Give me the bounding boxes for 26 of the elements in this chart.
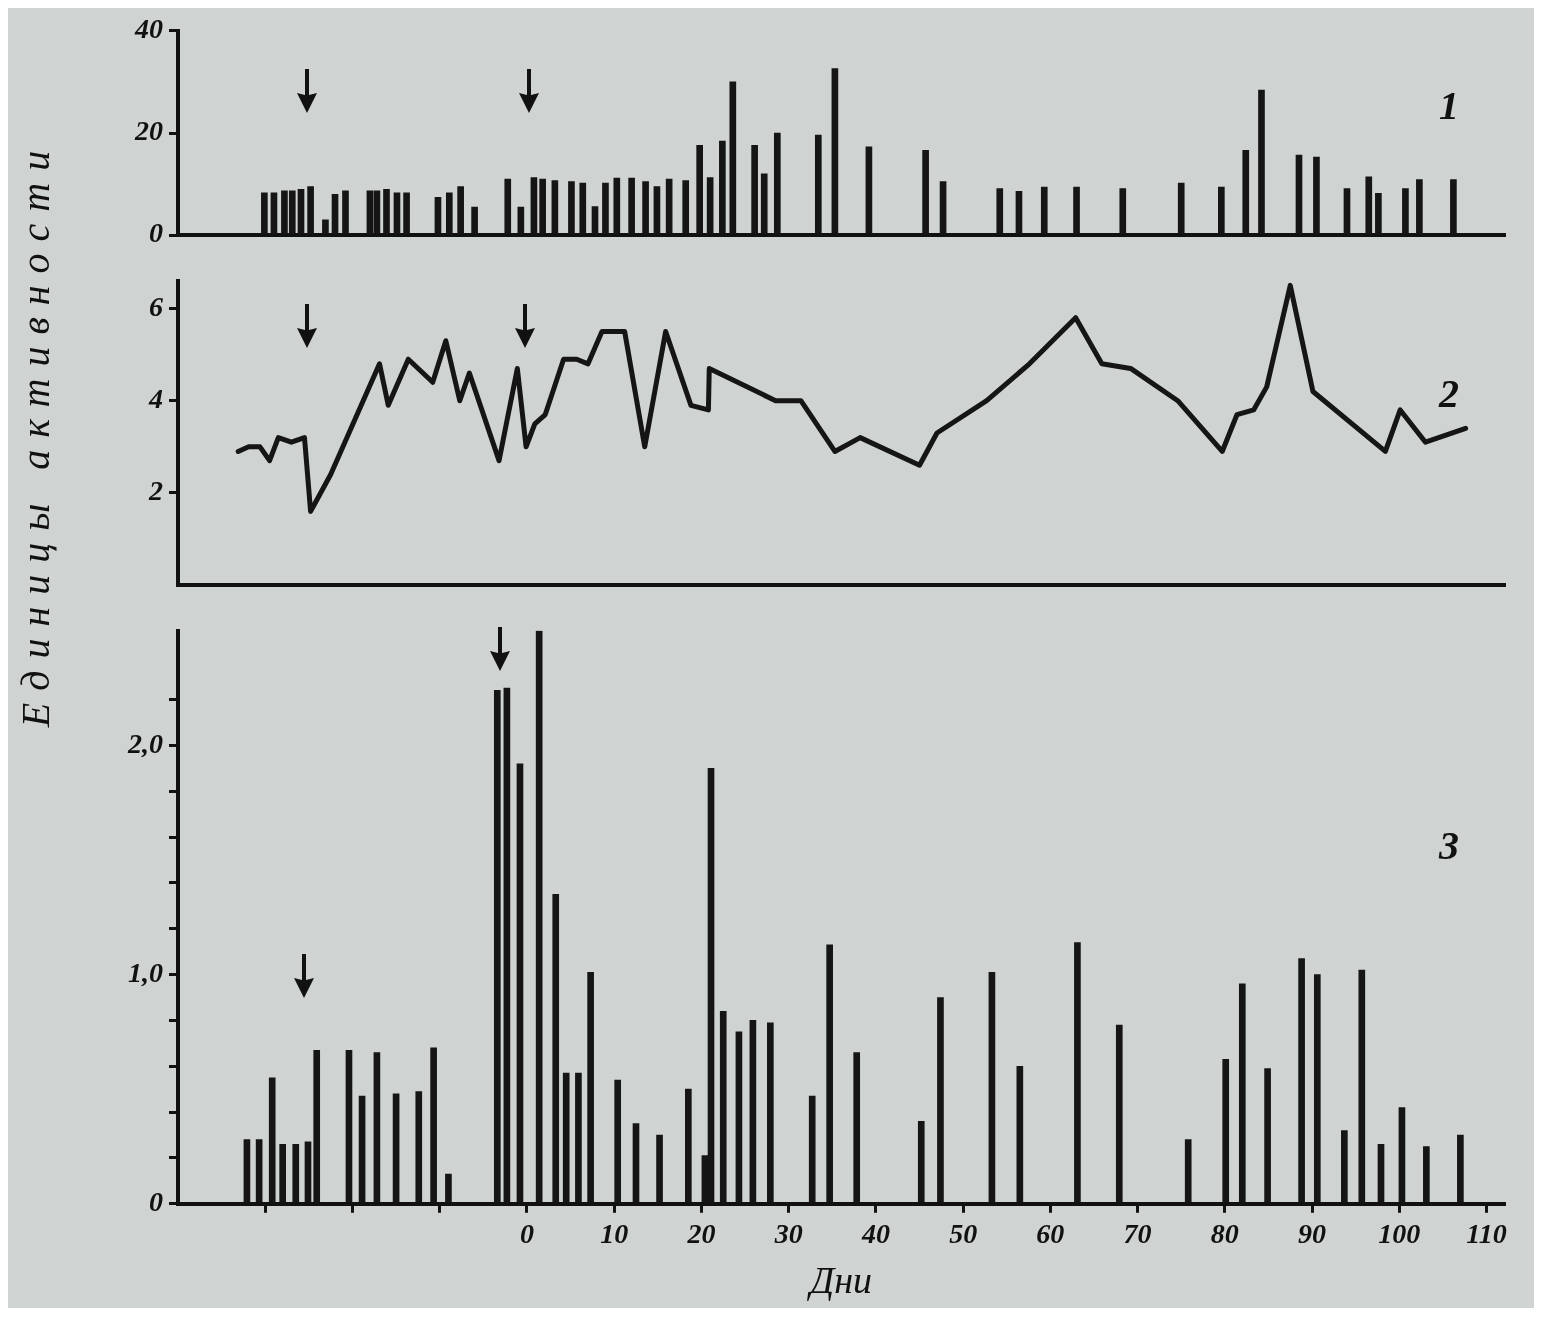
y-tick-label: 2,0: [127, 727, 163, 759]
y-axis-title: Единицы активности: [12, 138, 59, 728]
x-tick-label: 80: [1210, 1217, 1239, 1249]
x-axis-title: Дни: [806, 1259, 873, 1302]
y-tick-label: 1,0: [128, 956, 163, 988]
annotation: 2: [1438, 370, 1459, 416]
y-tick-label: 0: [149, 217, 163, 249]
x-tick-label: 40: [860, 1217, 890, 1249]
y-tick-label: 2: [148, 475, 163, 507]
y-tick-label: 4: [148, 382, 163, 414]
x-tick-label: 20: [686, 1217, 716, 1249]
y-tick-label: 20: [134, 115, 163, 147]
x-tick-label: 50: [949, 1217, 978, 1249]
x-tick-label: 70: [1123, 1217, 1152, 1249]
y-tick-label: 40: [134, 13, 163, 45]
x-tick-label: 30: [773, 1217, 803, 1249]
annotation: 1: [1439, 82, 1459, 128]
y-tick-label: 6: [149, 290, 163, 322]
y-tick-label: 0: [149, 1186, 163, 1218]
x-tick-label: 10: [600, 1217, 629, 1249]
x-tick-label: 90: [1298, 1217, 1327, 1249]
annotation: 3: [1438, 822, 1459, 868]
x-tick-label: 0: [519, 1217, 534, 1249]
x-tick-label: 100: [1378, 1217, 1421, 1249]
x-tick-label: 110: [1466, 1217, 1507, 1249]
x-tick-label: 60: [1036, 1217, 1065, 1249]
